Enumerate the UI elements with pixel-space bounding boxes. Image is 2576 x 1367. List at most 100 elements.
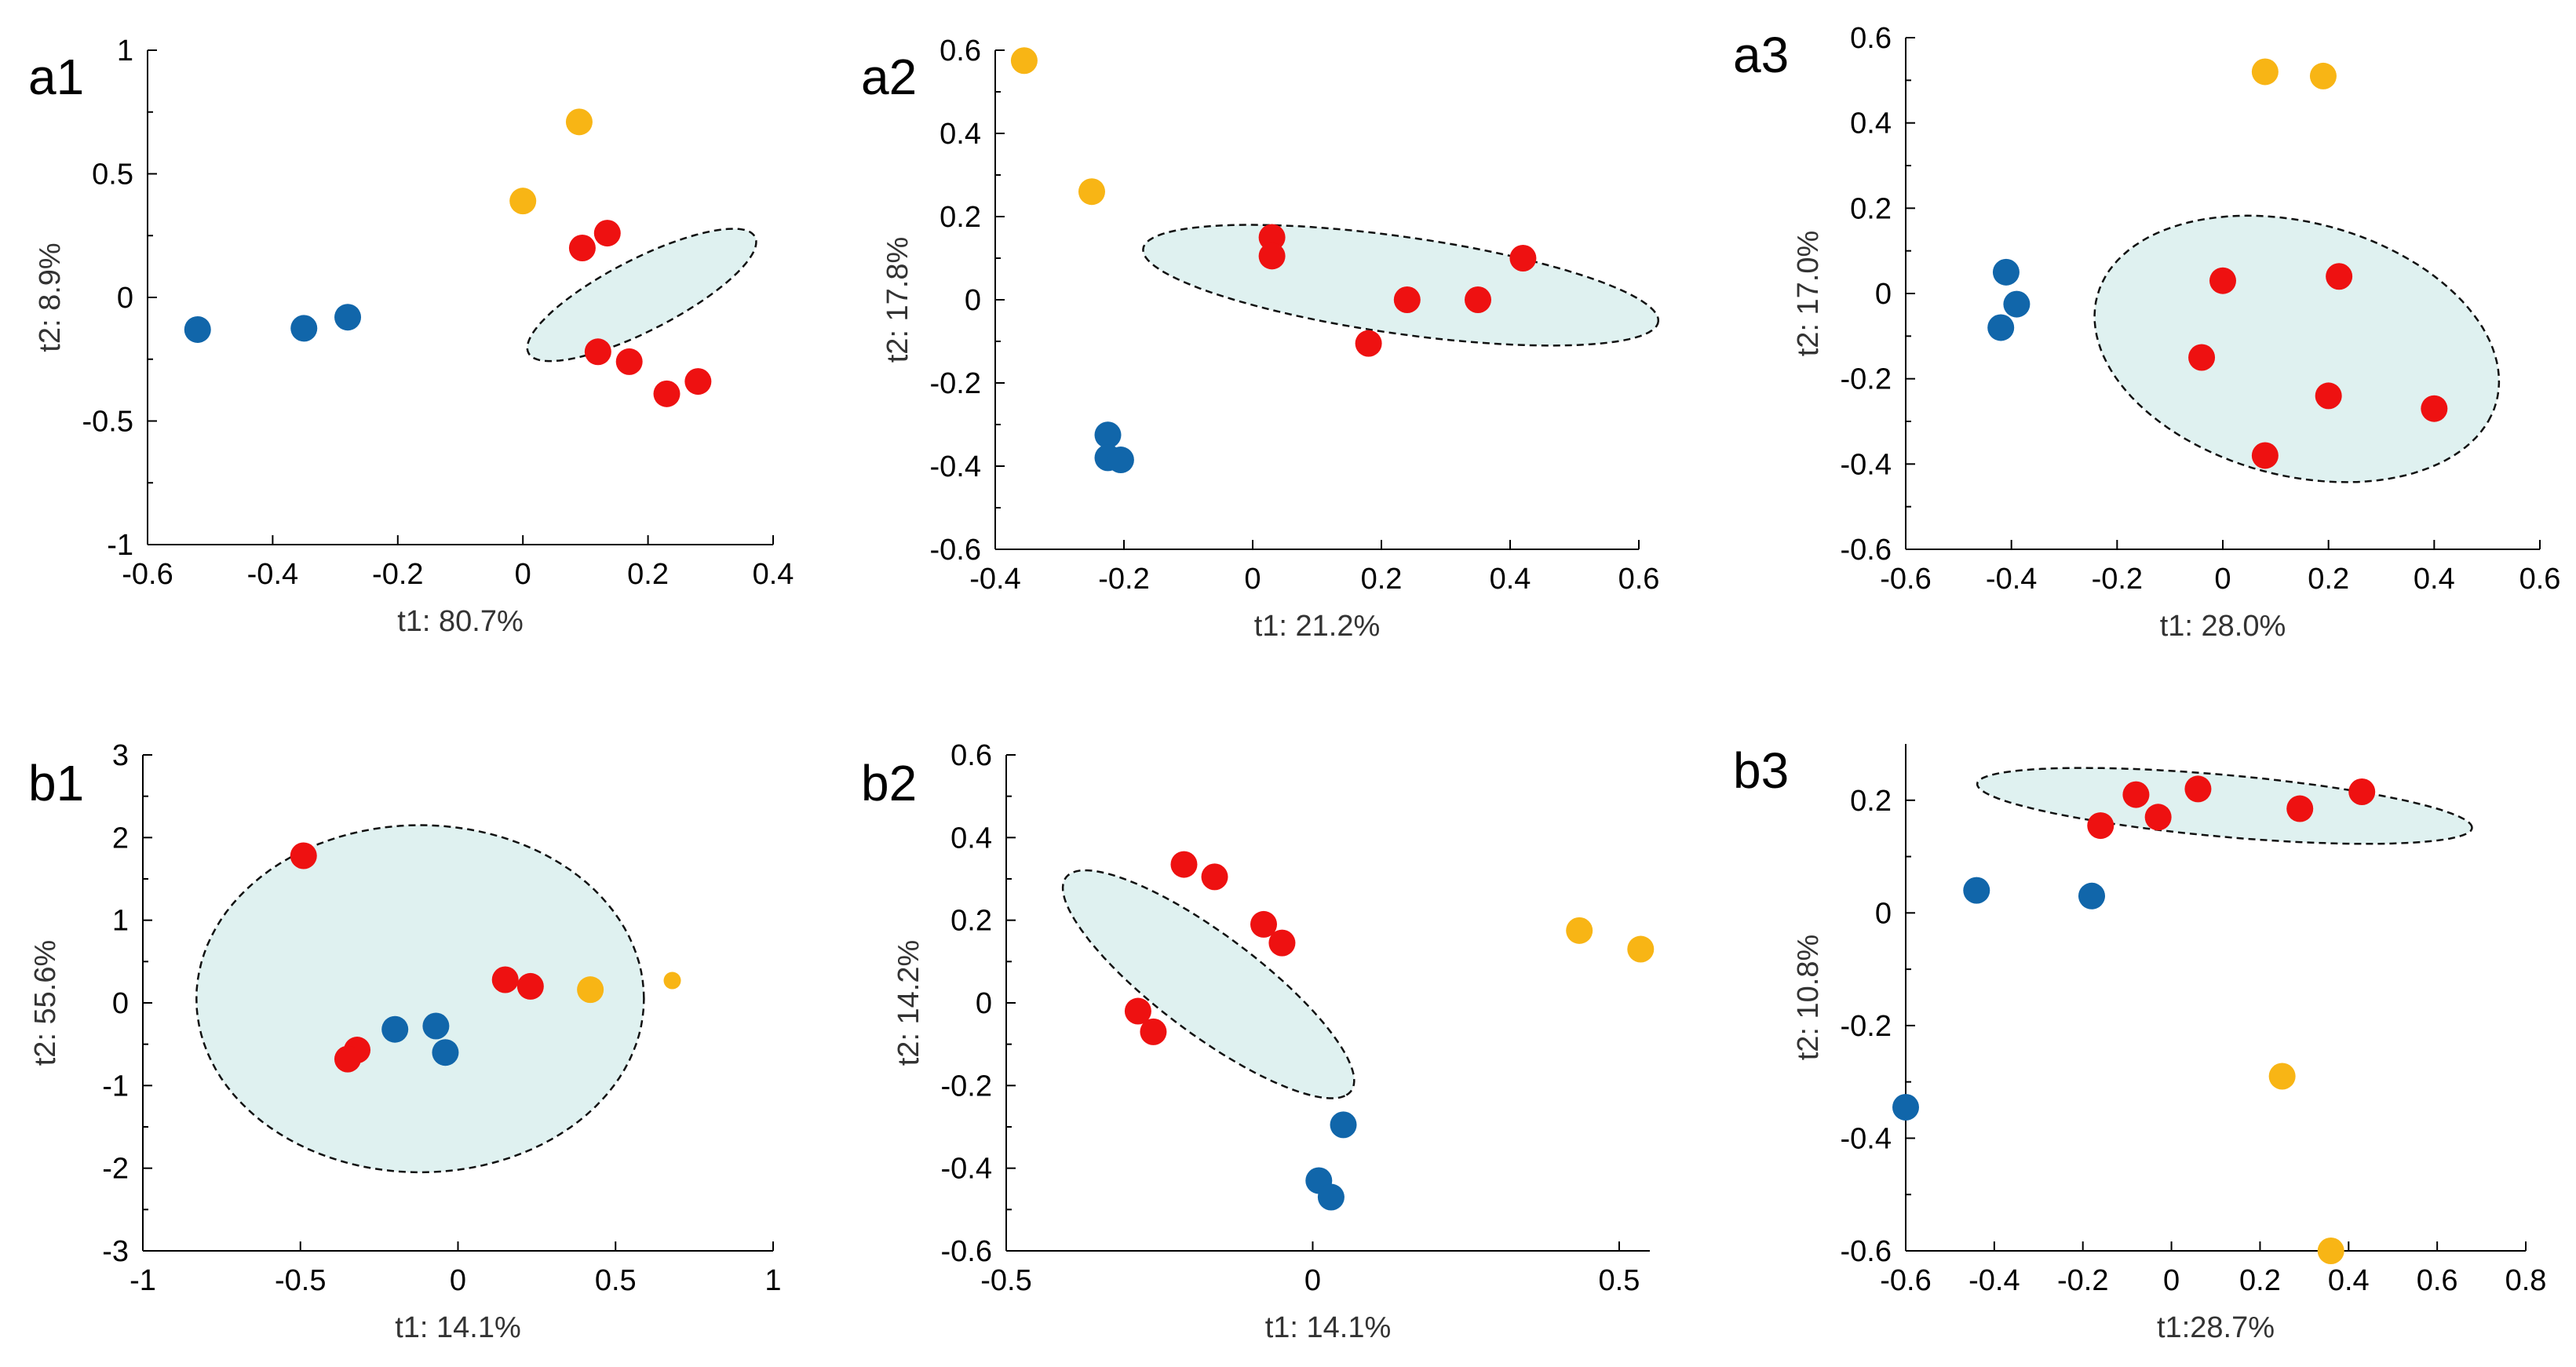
y-tick-label: -2 bbox=[102, 1153, 129, 1186]
data-point-red bbox=[1258, 242, 1286, 270]
panel-label: a2 bbox=[861, 49, 917, 105]
x-tick-label: 0.6 bbox=[1618, 563, 1660, 596]
x-tick-label: -0.6 bbox=[1880, 563, 1931, 596]
data-point-blue bbox=[381, 1015, 409, 1043]
chart-panel-b2: b2 -0.5 0 0.5 -0.6 -0.4 -0.2 0 0.2 0.4 0.6 t1: 14.1… bbox=[861, 739, 1655, 1344]
x-tick-label: -0.2 bbox=[2092, 563, 2143, 596]
panel-label: a3 bbox=[1733, 27, 1789, 83]
y-axis-title: t2: 17.8% bbox=[881, 237, 914, 363]
y-tick-label: 1 bbox=[117, 35, 133, 67]
y-tick-label: -0.6 bbox=[930, 534, 981, 567]
y-tick-label: -3 bbox=[102, 1235, 129, 1268]
panel-label: a1 bbox=[28, 49, 84, 105]
y-tick-label: 0.2 bbox=[1850, 192, 1892, 225]
y-tick-label: 0 bbox=[112, 987, 129, 1020]
y-tick-label: -0.4 bbox=[1841, 1122, 1892, 1155]
data-point-orange bbox=[1627, 935, 1655, 963]
x-tick-label: 0.5 bbox=[1599, 1264, 1640, 1297]
y-tick-label: -0.4 bbox=[941, 1153, 992, 1186]
data-point-red bbox=[2087, 812, 2114, 840]
x-tick-label: -1 bbox=[130, 1264, 156, 1297]
panel-label: b3 bbox=[1733, 742, 1789, 799]
y-tick-label: -1 bbox=[102, 1070, 129, 1103]
confidence-ellipse bbox=[1142, 224, 1660, 347]
x-tick-label: 0.6 bbox=[2519, 563, 2561, 596]
y-tick-label: 0.2 bbox=[1850, 785, 1892, 818]
data-point-red bbox=[2348, 778, 2376, 806]
data-point-red bbox=[491, 966, 519, 993]
x-tick-label: 0.8 bbox=[2505, 1264, 2547, 1297]
y-tick-label: 3 bbox=[112, 739, 129, 772]
y-tick-label: -0.6 bbox=[1841, 1235, 1892, 1268]
x-tick-label: 0.2 bbox=[2308, 563, 2349, 596]
y-tick-label: -0.2 bbox=[1841, 1010, 1892, 1043]
y-tick-label: 0.6 bbox=[1850, 22, 1892, 55]
x-tick-label: 0.4 bbox=[753, 558, 794, 591]
data-point-blue bbox=[184, 315, 211, 343]
confidence-ellipse bbox=[1976, 767, 2473, 845]
data-point-blue bbox=[1330, 1111, 1357, 1139]
data-point-blue bbox=[1992, 258, 2020, 286]
chart-panel-a2: a2-0.4 -0.2 0 0.2 0.4 0.6-0.6-0.4-0.200.20.40… bbox=[861, 35, 1659, 643]
data-point-orange bbox=[2317, 1238, 2344, 1264]
data-point-red bbox=[2188, 344, 2216, 371]
y-tick-label: 0 bbox=[1875, 278, 1892, 311]
data-point-red bbox=[2315, 382, 2342, 410]
chart-panel-a1: a1 -0.6 -0.4 -0.2 0 0.2 0.4 -1 -0.5 0 0.5 1 t1: 80.7… bbox=[28, 35, 794, 638]
confidence-ellipse bbox=[195, 824, 645, 1174]
y-tick-label: 0.6 bbox=[950, 739, 992, 772]
y-tick-label: -1 bbox=[107, 529, 133, 562]
x-axis-title: t1: 21.2% bbox=[1254, 610, 1381, 643]
data-point-blue bbox=[432, 1039, 459, 1066]
x-tick-label: 0.4 bbox=[2414, 563, 2455, 596]
data-point-red bbox=[1124, 997, 1151, 1025]
x-tick-label: 0 bbox=[1304, 1264, 1321, 1297]
data-point-red bbox=[2144, 804, 2172, 831]
data-point-blue bbox=[1963, 877, 1990, 904]
data-point-orange bbox=[1010, 47, 1038, 75]
data-point-orange bbox=[565, 108, 593, 136]
x-tick-label: 0 bbox=[515, 558, 531, 591]
data-point-blue bbox=[334, 304, 362, 331]
data-point-blue bbox=[2078, 882, 2105, 910]
y-tick-label: -0.2 bbox=[1841, 363, 1892, 396]
data-point-red bbox=[1509, 245, 1537, 272]
data-point-red bbox=[1355, 330, 1382, 357]
data-point-red bbox=[615, 348, 643, 375]
data-point-red bbox=[290, 842, 317, 869]
x-tick-label: -0.4 bbox=[1986, 563, 2037, 596]
data-point-blue bbox=[2003, 290, 2031, 318]
y-tick-label: -0.6 bbox=[1841, 534, 1892, 567]
y-tick-label: 0 bbox=[965, 284, 981, 317]
x-tick-label: -0.4 bbox=[1968, 1264, 2020, 1297]
data-point-red bbox=[1250, 910, 1277, 938]
y-tick-label: 0.4 bbox=[1850, 108, 1892, 140]
data-point-orange bbox=[1566, 917, 1593, 944]
y-axis-title: t2: 14.2% bbox=[892, 940, 925, 1066]
data-point-red bbox=[2251, 442, 2279, 469]
x-tick-label: -0.2 bbox=[372, 558, 423, 591]
x-tick-label: -0.2 bbox=[2057, 1264, 2108, 1297]
data-point-blue bbox=[422, 1012, 450, 1040]
data-point-red bbox=[653, 380, 680, 407]
x-tick-label: 0 bbox=[2214, 563, 2231, 596]
x-tick-label: 0.2 bbox=[1361, 563, 1403, 596]
panel-label: b2 bbox=[861, 755, 917, 811]
data-point-orange bbox=[2309, 62, 2337, 89]
y-tick-label: 0 bbox=[976, 987, 992, 1020]
x-tick-label: 0.2 bbox=[627, 558, 669, 591]
data-point-red bbox=[2209, 267, 2236, 294]
x-tick-label: 1 bbox=[764, 1264, 781, 1297]
x-axis-title: t1: 14.1% bbox=[1265, 1311, 1392, 1344]
data-point-red bbox=[2122, 781, 2150, 808]
x-tick-label: -0.6 bbox=[1880, 1264, 1931, 1297]
x-tick-label: -0.4 bbox=[247, 558, 298, 591]
data-point-orange bbox=[2251, 58, 2279, 86]
data-point-red bbox=[516, 972, 544, 1000]
data-point-blue bbox=[1892, 1093, 1919, 1121]
y-tick-label: -0.4 bbox=[930, 450, 981, 483]
data-point-red bbox=[2421, 395, 2448, 422]
data-point-red bbox=[684, 368, 712, 396]
y-tick-label: 0.2 bbox=[950, 905, 992, 938]
data-point-orange bbox=[1078, 178, 1105, 206]
